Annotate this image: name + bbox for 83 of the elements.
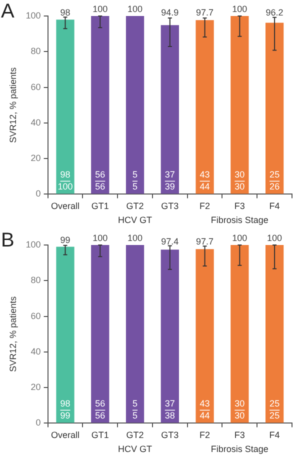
data-label: 100 xyxy=(128,232,143,243)
annotation: 38 xyxy=(164,410,175,421)
y-tick-label: 80 xyxy=(30,275,41,286)
annotation: 25 xyxy=(270,170,280,180)
data-label: 100 xyxy=(92,4,108,14)
bar xyxy=(265,22,284,194)
bar xyxy=(126,16,144,194)
annotation: 37 xyxy=(164,170,175,180)
annotation: 30 xyxy=(234,170,245,180)
x-tick-label: GT1 xyxy=(91,201,109,212)
x-tick-label: Overall xyxy=(51,201,80,212)
annotation: 30 xyxy=(234,398,245,409)
annotation: 5 xyxy=(132,398,138,409)
annotation: 98 xyxy=(60,170,70,180)
x-tick-label: GT2 xyxy=(126,201,144,212)
data-label: 100 xyxy=(232,4,248,14)
data-label: 97.4 xyxy=(161,236,179,247)
data-label: 97.7 xyxy=(196,8,214,18)
y-tick-label: 20 xyxy=(30,153,41,164)
y-tick-label: 60 xyxy=(30,82,41,92)
text: Fibrosis Stage xyxy=(210,444,268,454)
x-tick-label: F4 xyxy=(269,430,280,440)
data-label: 97.7 xyxy=(196,236,214,247)
text: HCV GT xyxy=(118,444,153,454)
x-tick-label: F3 xyxy=(234,430,245,440)
annotation: 56 xyxy=(95,398,106,409)
annotation: 25 xyxy=(270,398,280,409)
annotation: 43 xyxy=(200,398,210,409)
data-label: 96.2 xyxy=(266,8,284,18)
y-tick-label: 0 xyxy=(36,418,41,428)
data-label: 100 xyxy=(92,232,108,243)
x-tick-label: Overall xyxy=(51,430,80,440)
x-tick-label: F3 xyxy=(234,201,245,212)
data-label: 94.9 xyxy=(161,8,179,18)
x-tick-label: GT3 xyxy=(161,201,179,212)
y-axis-title: SVR12, % patients xyxy=(8,66,18,143)
annotation: 44 xyxy=(200,182,210,192)
x-tick-label: GT2 xyxy=(126,430,144,440)
annotation: 56 xyxy=(95,170,106,180)
x-tick-label: GT1 xyxy=(91,430,109,440)
annotation: 5 xyxy=(132,182,138,192)
x-tick-label: F2 xyxy=(200,201,210,212)
data-label: 99 xyxy=(60,234,70,245)
y-axis-title: SVR12, % patients xyxy=(8,296,18,372)
annotation: 99 xyxy=(60,410,70,421)
data-label: 100 xyxy=(128,4,143,14)
text: Fibrosis Stage xyxy=(210,214,268,225)
chart-title: A xyxy=(1,0,15,23)
annotation: 26 xyxy=(270,182,280,192)
x-tick-label: GT3 xyxy=(161,430,179,440)
annotation: 37 xyxy=(164,398,175,409)
annotation: 39 xyxy=(164,182,175,192)
bar xyxy=(160,25,179,194)
annotation: 56 xyxy=(95,410,106,421)
bar xyxy=(56,20,74,194)
bar xyxy=(230,16,249,194)
bar xyxy=(91,16,110,194)
y-tick-label: 20 xyxy=(30,382,41,392)
x-tick-label: F2 xyxy=(200,430,210,440)
text: HCV GT xyxy=(118,214,153,225)
y-tick-label: 100 xyxy=(26,10,41,20)
chart-title: B xyxy=(1,230,14,252)
annotation: 100 xyxy=(58,182,73,192)
data-label: 100 xyxy=(232,232,248,243)
annotation: 25 xyxy=(270,410,280,421)
annotation: 5 xyxy=(132,410,138,421)
y-tick-label: 40 xyxy=(30,346,41,356)
annotation: 44 xyxy=(200,410,210,421)
data-label: 100 xyxy=(267,232,282,243)
bar xyxy=(196,20,214,194)
annotation: 98 xyxy=(60,398,70,409)
data-label: 98 xyxy=(60,8,70,18)
y-tick-label: 100 xyxy=(26,239,41,250)
annotation: 30 xyxy=(234,182,245,192)
x-tick-label: F4 xyxy=(269,201,280,212)
annotation: 43 xyxy=(200,170,210,180)
y-tick-label: 60 xyxy=(30,310,41,321)
annotation: 56 xyxy=(95,182,106,192)
annotation: 5 xyxy=(132,170,138,180)
annotation: 30 xyxy=(234,410,245,421)
y-tick-label: 80 xyxy=(30,46,41,56)
y-tick-label: 0 xyxy=(36,188,41,199)
y-tick-label: 40 xyxy=(30,117,41,128)
